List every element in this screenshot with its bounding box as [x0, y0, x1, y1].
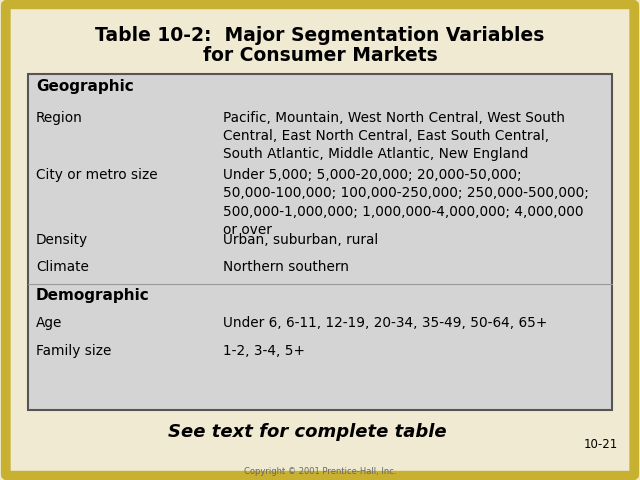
Text: Northern southern: Northern southern — [223, 261, 349, 275]
Text: Density: Density — [36, 233, 88, 247]
Text: Table 10-2:  Major Segmentation Variables: Table 10-2: Major Segmentation Variables — [95, 26, 545, 46]
Text: Urban, suburban, rural: Urban, suburban, rural — [223, 233, 379, 247]
Text: Geographic: Geographic — [36, 79, 134, 94]
Text: for Consumer Markets: for Consumer Markets — [203, 46, 437, 65]
FancyBboxPatch shape — [6, 4, 634, 476]
Text: Age: Age — [36, 316, 62, 330]
Text: Demographic: Demographic — [36, 288, 150, 303]
Text: City or metro size: City or metro size — [36, 168, 157, 182]
Text: Copyright © 2001 Prentice-Hall, Inc.: Copyright © 2001 Prentice-Hall, Inc. — [244, 467, 396, 476]
Text: Under 5,000; 5,000-20,000; 20,000-50,000;
50,000-100,000; 100,000-250,000; 250,0: Under 5,000; 5,000-20,000; 20,000-50,000… — [223, 168, 589, 237]
Text: Climate: Climate — [36, 261, 89, 275]
Text: Under 6, 6-11, 12-19, 20-34, 35-49, 50-64, 65+: Under 6, 6-11, 12-19, 20-34, 35-49, 50-6… — [223, 316, 548, 330]
Text: Region: Region — [36, 110, 83, 124]
Text: See text for complete table: See text for complete table — [168, 423, 447, 442]
Text: 1-2, 3-4, 5+: 1-2, 3-4, 5+ — [223, 344, 305, 358]
Text: Family size: Family size — [36, 344, 111, 358]
Text: 10-21: 10-21 — [583, 438, 618, 451]
Text: Pacific, Mountain, West North Central, West South
Central, East North Central, E: Pacific, Mountain, West North Central, W… — [223, 110, 565, 161]
Bar — [28, 74, 612, 410]
